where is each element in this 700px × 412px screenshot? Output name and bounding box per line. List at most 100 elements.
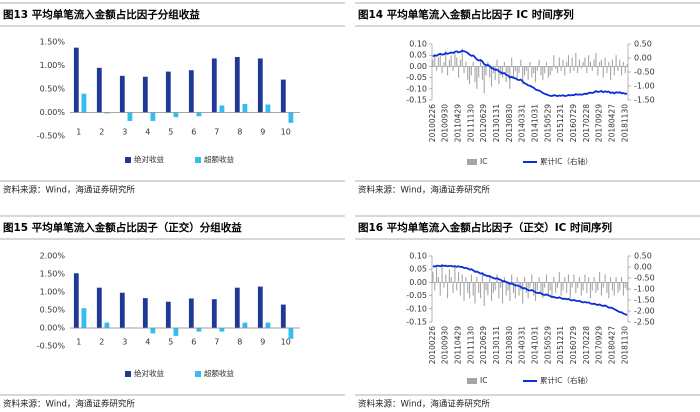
ic-bar (472, 282, 474, 296)
ic-bar (580, 282, 582, 296)
bar (81, 93, 87, 113)
legend-label: IC (480, 376, 487, 385)
x-tick-label: 20130830 (505, 104, 514, 142)
ic-bar (569, 282, 571, 299)
ic-bar (597, 66, 599, 76)
ic-bar (542, 66, 544, 80)
bar (173, 328, 179, 336)
ic-bar (443, 61, 445, 67)
ic-bar (571, 282, 573, 288)
bar (188, 298, 194, 328)
bar (165, 71, 171, 113)
ic-bar (498, 66, 500, 85)
ic-bar (555, 282, 557, 293)
y2-tick-label: 0.00 (634, 263, 652, 272)
x-tick-label: 20170228 (582, 326, 591, 364)
x-tick-label: 20160729 (569, 104, 578, 142)
y2-tick-label: -2.00 (634, 307, 655, 316)
bar (119, 75, 125, 113)
x-tick-label: 20130131 (492, 104, 501, 142)
ic-bar (575, 52, 577, 67)
ic-bar (470, 274, 472, 283)
bar (196, 328, 202, 332)
bar (81, 308, 87, 328)
y-tick-label: 1.50% (40, 270, 66, 279)
bar (280, 304, 286, 328)
ic-bar (505, 282, 507, 296)
ic-bar (436, 66, 438, 71)
ic-bar (494, 282, 496, 291)
y2-tick-label: -1.50 (634, 296, 655, 305)
x-tick-label: 10 (281, 128, 291, 137)
legend-label: 绝对收益 (134, 368, 164, 378)
y-tick-label: -0.10 (406, 304, 427, 313)
ic-bar (489, 66, 491, 78)
ic-bar (447, 66, 449, 76)
ic-bar (437, 57, 439, 67)
legend-swatch (125, 157, 131, 163)
ic-bar (595, 282, 597, 293)
ic-bar (619, 59, 621, 67)
ic-bar (619, 282, 621, 291)
ic-bar (456, 282, 458, 291)
x-tick-label: 6 (191, 128, 196, 137)
ic-bar (448, 269, 450, 283)
ic-bar (489, 277, 491, 283)
ic-bar (456, 57, 458, 67)
ic-bar (621, 66, 623, 76)
ic-bar (525, 66, 527, 71)
ic-bar (567, 55, 570, 67)
y2-tick-label: 0.50 (634, 252, 652, 261)
ic-bar (467, 282, 469, 293)
ic-bar (443, 282, 445, 288)
legend-label: 超额收益 (204, 368, 234, 378)
ic-bar (577, 66, 579, 74)
x-tick-label: 3 (122, 128, 127, 137)
x-tick-label: 7 (214, 128, 219, 137)
ic-bar (560, 282, 562, 296)
x-tick-label: 7 (214, 338, 219, 347)
x-tick-label: 20100226 (428, 326, 437, 364)
y-tick-label: 1.00% (40, 288, 66, 297)
ic-bar (600, 282, 602, 296)
y2-tick-label: -0.50 (634, 68, 655, 77)
ic-bar (617, 282, 619, 293)
ic-bar (512, 282, 515, 293)
legend-swatch (195, 371, 201, 377)
legend-swatch (125, 371, 131, 377)
ic-bar (553, 55, 555, 67)
bar (219, 328, 225, 332)
ic-bar (527, 66, 529, 80)
legend-label: IC (480, 157, 487, 166)
legend-swatch (467, 159, 477, 165)
x-tick-label: 9 (260, 128, 265, 137)
ic-bar (490, 66, 493, 87)
ic-bar (492, 282, 494, 293)
x-tick-label: 10 (281, 338, 291, 347)
ic-bar (599, 271, 601, 283)
bar (142, 298, 148, 328)
x-tick-label: 20111130 (466, 326, 475, 364)
y-tick-label: 0.00 (409, 278, 427, 287)
x-tick-label: 20120629 (479, 326, 488, 364)
x-tick-label: 2 (99, 128, 104, 137)
ic-bar (538, 59, 540, 67)
ic-bar (558, 57, 560, 67)
ic-bar (615, 277, 617, 283)
ic-bar (553, 277, 555, 283)
ic-bar (622, 61, 624, 67)
legend-swatch (195, 157, 201, 163)
source-note: 资料来源：Wind，海通证券研究所 (358, 399, 490, 410)
ic-bar (558, 271, 560, 283)
ic-bar (511, 57, 513, 67)
ic-bar (474, 66, 476, 83)
ic-bar (500, 282, 502, 288)
ic-bar (556, 282, 559, 288)
ic-bar (573, 274, 575, 283)
ic-bar (454, 52, 456, 67)
y2-tick-label: -1.00 (634, 82, 655, 91)
ic-bar (610, 66, 612, 80)
ic-bar (540, 282, 542, 293)
ic-bar (591, 66, 593, 71)
bar (257, 286, 263, 328)
